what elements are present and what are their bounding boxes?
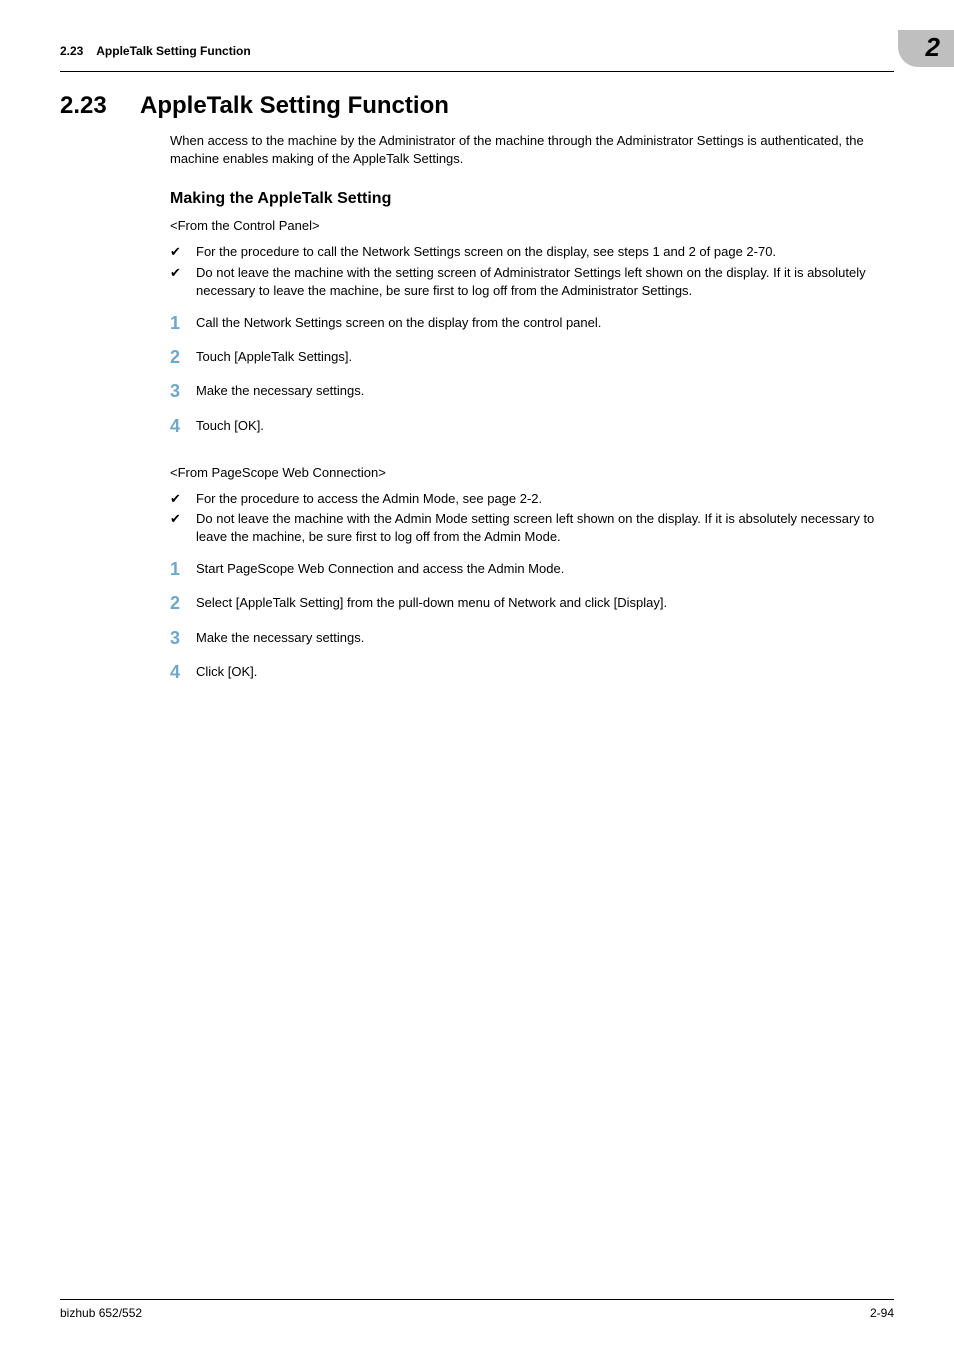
page-header: 2.23 AppleTalk Setting Function 2	[60, 40, 894, 67]
step-list-1: 1 Call the Network Settings screen on the…	[170, 314, 884, 435]
note-control-panel: <From the Control Panel>	[170, 218, 884, 233]
step-item: 2Touch [AppleTalk Settings].	[170, 348, 884, 366]
step-item: 4Click [OK].	[170, 663, 884, 681]
page-footer: bizhub 652/552 2-94	[60, 1299, 894, 1320]
subheading-1: Making the AppleTalk Setting	[170, 190, 884, 208]
content-area: When access to the machine by the Admini…	[170, 132, 884, 681]
step-text: Click [OK].	[196, 663, 257, 681]
step-item: 4Touch [OK].	[170, 417, 884, 435]
step-text: Make the necessary settings.	[196, 629, 364, 647]
step-item: 3Make the necessary settings.	[170, 382, 884, 400]
section-number: 2.23	[60, 92, 140, 120]
footer-rule	[60, 1299, 894, 1300]
header-section-name: AppleTalk Setting Function	[96, 44, 250, 58]
section-title: AppleTalk Setting Function	[140, 92, 449, 120]
section-title-row: 2.23 AppleTalk Setting Function	[60, 92, 894, 120]
footer-left: bizhub 652/552	[60, 1306, 142, 1320]
step-number: 2	[170, 591, 180, 616]
step-number: 3	[170, 626, 180, 651]
note-pagescope: <From PageScope Web Connection>	[170, 465, 884, 480]
check-list-2: For the procedure to access the Admin Mo…	[170, 490, 884, 547]
step-text: Select [AppleTalk Setting] from the pull…	[196, 594, 667, 612]
step-number: 3	[170, 379, 180, 404]
footer-row: bizhub 652/552 2-94	[60, 1306, 894, 1320]
step-text: Start PageScope Web Connection and acces…	[196, 560, 564, 578]
check-item: For the procedure to call the Network Se…	[170, 243, 884, 261]
header-rule	[60, 71, 894, 72]
step-text: Touch [OK].	[196, 417, 264, 435]
chapter-badge: 2	[898, 30, 954, 67]
step-number: 1	[170, 311, 180, 336]
footer-right: 2-94	[870, 1306, 894, 1320]
step-number: 1	[170, 557, 180, 582]
step-item: 1Call the Network Settings screen on the…	[170, 314, 884, 332]
step-list-2: 1 Start PageScope Web Connection and acce…	[170, 560, 884, 681]
step-number: 2	[170, 345, 180, 370]
step-text: Call the Network Settings screen on the …	[196, 314, 601, 332]
check-list-1: For the procedure to call the Network Se…	[170, 243, 884, 300]
step-item: 2Select [AppleTalk Setting] from the pul…	[170, 594, 884, 612]
check-item: Do not leave the machine with the Admin …	[170, 510, 884, 546]
header-section-ref: 2.23	[60, 44, 83, 58]
header-left: 2.23 AppleTalk Setting Function	[60, 40, 251, 58]
step-number: 4	[170, 660, 180, 685]
step-item: 3Make the necessary settings.	[170, 629, 884, 647]
intro-paragraph: When access to the machine by the Admini…	[170, 132, 884, 168]
step-number: 4	[170, 414, 180, 439]
check-item: For the procedure to access the Admin Mo…	[170, 490, 884, 508]
step-text: Make the necessary settings.	[196, 382, 364, 400]
step-item: 1Start PageScope Web Connection and acce…	[170, 560, 884, 578]
check-item: Do not leave the machine with the settin…	[170, 264, 884, 300]
step-text: Touch [AppleTalk Settings].	[196, 348, 352, 366]
